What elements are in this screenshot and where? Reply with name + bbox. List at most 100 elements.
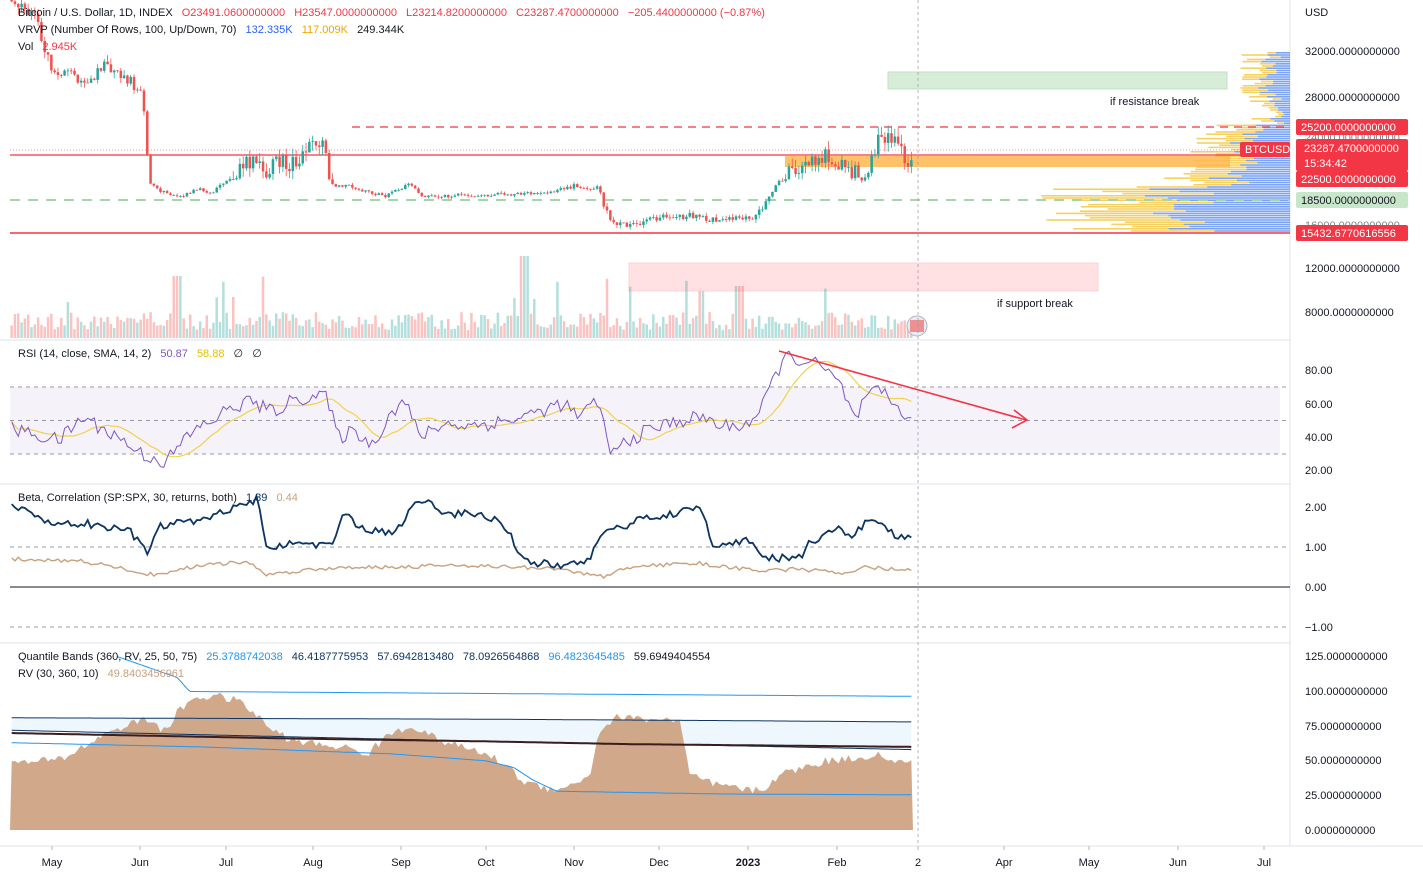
vrvp-up-bar <box>1176 199 1290 201</box>
candle-body <box>714 217 718 222</box>
candle-body <box>566 186 569 190</box>
close-value: C23287.4700000000 <box>516 7 619 19</box>
candle-body <box>519 192 523 195</box>
volume-bars <box>10 256 913 338</box>
vrvp-down-bar <box>1264 102 1275 105</box>
candle-body <box>893 136 897 143</box>
vrvp-down-bar <box>1190 179 1237 182</box>
candle-body <box>26 9 30 16</box>
candle-body <box>863 177 867 181</box>
volume-bar <box>324 324 328 338</box>
vrvp-down: 117.009K <box>301 24 348 36</box>
candle-body <box>473 196 476 198</box>
rsi-trend-arrowhead <box>1011 409 1029 429</box>
candle-body <box>304 151 308 153</box>
volume-bar <box>870 315 873 338</box>
candle-body <box>784 179 787 182</box>
volume-bar <box>347 327 351 338</box>
volume-bar <box>605 278 609 338</box>
candle-body <box>146 111 149 156</box>
vrvp-down-bar <box>1089 217 1172 219</box>
volume-bar <box>539 326 543 338</box>
candle-body <box>364 190 367 192</box>
vrvp-title[interactable]: VRVP (Number Of Rows, 100, Up/Down, 70) <box>18 24 237 36</box>
volume-bar <box>794 323 797 338</box>
qb-tick: 125.0000000000 <box>1305 651 1388 663</box>
vrvp-up-bar <box>1207 186 1290 188</box>
candle-body <box>675 217 678 219</box>
vrvp-up-bar <box>1244 137 1290 140</box>
volume-bar <box>56 327 60 338</box>
vrvp-down-bar <box>1190 151 1235 153</box>
beta-tick: 2.00 <box>1305 502 1326 514</box>
candle-body <box>36 13 40 23</box>
vrvp-up-bar <box>1282 111 1290 113</box>
volume-bar <box>731 313 734 338</box>
volume-bar <box>615 318 619 338</box>
qb-title[interactable]: Quantile Bands (360, RV, 25, 50, 75) <box>18 651 198 663</box>
vrvp-down-bar <box>1267 52 1276 54</box>
volume-bar <box>840 324 844 338</box>
volume-bar <box>443 328 447 338</box>
tag-25200-bg <box>1296 119 1408 135</box>
time-tick: Dec <box>649 857 669 869</box>
volume-bar <box>251 324 255 338</box>
vrvp-down-bar <box>1261 65 1273 67</box>
vrvp-up-bar <box>1149 188 1290 190</box>
vrvp-down-bar <box>1260 80 1274 83</box>
vrvp-down-bar <box>1244 74 1268 76</box>
symbol-title[interactable]: Bitcoin / U.S. Dollar, 1D, INDEX <box>18 7 173 19</box>
support-label: if support break <box>997 298 1073 310</box>
volume-bar <box>771 316 774 338</box>
volume-bar <box>308 319 311 338</box>
vol-title[interactable]: Vol <box>18 41 34 53</box>
candle-body <box>529 192 533 195</box>
vrvp-up-bar <box>1255 124 1290 127</box>
candle-body <box>642 221 645 225</box>
candle-body <box>291 156 295 172</box>
candle-body <box>69 70 73 72</box>
rv-title[interactable]: RV (30, 360, 10) <box>18 668 99 680</box>
volume-bar <box>830 312 834 338</box>
volume-bar <box>695 315 698 338</box>
vrvp-up-bar <box>1272 82 1290 85</box>
candle-body <box>437 196 440 198</box>
candle-body <box>228 178 232 181</box>
volume-bar <box>625 321 629 338</box>
rsi-tick: 60.00 <box>1305 399 1333 411</box>
candle-body <box>764 201 768 210</box>
candle-body <box>400 189 404 190</box>
candle-body <box>235 178 238 180</box>
volume-bar <box>202 328 205 338</box>
vrvp-down-bar <box>1240 67 1267 69</box>
rsi-title[interactable]: RSI (14, close, SMA, 14, 2) <box>18 348 152 360</box>
candle-body <box>311 141 314 142</box>
vrvp-down-bar <box>1250 100 1270 102</box>
vrvp-up-bar <box>1249 181 1290 184</box>
candle-body <box>162 190 166 192</box>
volume-bar <box>20 322 23 338</box>
vrvp-up-bar <box>1168 214 1290 217</box>
vrvp-down-bar <box>1046 219 1181 221</box>
candle-body <box>136 89 139 91</box>
candle-body <box>427 195 430 198</box>
volume-bar <box>824 288 827 338</box>
qb-tick: 50.0000000000 <box>1305 755 1381 767</box>
beta-tick: 1.00 <box>1305 542 1326 554</box>
volume-bar <box>470 312 473 338</box>
volume-bar <box>883 328 887 338</box>
volume-bar <box>761 328 764 338</box>
volume-bar <box>367 324 371 338</box>
volume-bar <box>268 320 271 338</box>
candle-body <box>139 89 142 91</box>
beta-title[interactable]: Beta, Correlation (SP:SPX, 30, returns, … <box>18 492 237 504</box>
volume-bar <box>774 321 777 338</box>
candle-body <box>800 165 804 174</box>
candle-body <box>331 179 334 185</box>
tag-18500-bg <box>1296 192 1408 208</box>
volume-bar <box>513 297 516 338</box>
vrvp-up-bar <box>1173 208 1290 210</box>
vrvp-down-bar <box>1278 113 1284 116</box>
vrvp-up-bar <box>1241 175 1290 177</box>
